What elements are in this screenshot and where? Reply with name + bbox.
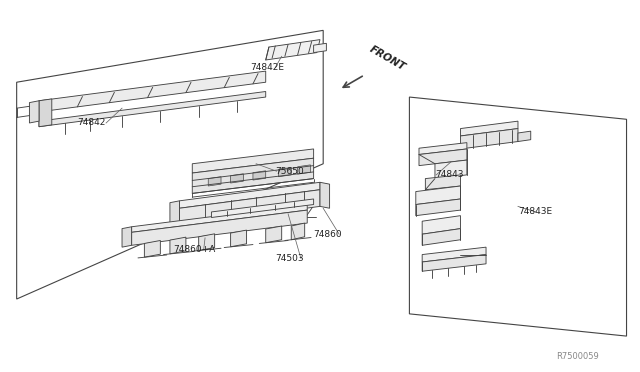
Polygon shape — [230, 174, 243, 183]
Polygon shape — [208, 177, 221, 186]
Polygon shape — [419, 142, 467, 154]
Polygon shape — [320, 182, 330, 208]
Polygon shape — [422, 216, 461, 234]
Polygon shape — [419, 149, 467, 166]
Polygon shape — [145, 240, 161, 257]
Text: R7500059: R7500059 — [556, 352, 599, 361]
Polygon shape — [416, 199, 461, 216]
Polygon shape — [122, 227, 132, 247]
Text: 74860+A: 74860+A — [173, 244, 216, 253]
Polygon shape — [192, 158, 314, 193]
Polygon shape — [422, 229, 461, 245]
Polygon shape — [132, 210, 307, 245]
Polygon shape — [461, 121, 518, 136]
Text: 74842E: 74842E — [250, 63, 284, 72]
Polygon shape — [211, 199, 314, 218]
Text: 74843E: 74843E — [518, 208, 552, 217]
Polygon shape — [39, 92, 266, 127]
Polygon shape — [266, 226, 282, 243]
Polygon shape — [435, 160, 467, 179]
Polygon shape — [39, 99, 52, 127]
Polygon shape — [416, 186, 461, 205]
Polygon shape — [170, 237, 186, 254]
Polygon shape — [422, 254, 486, 271]
Polygon shape — [39, 71, 266, 112]
Polygon shape — [253, 171, 266, 180]
Polygon shape — [179, 182, 320, 208]
Polygon shape — [291, 223, 305, 240]
Polygon shape — [170, 201, 179, 227]
Polygon shape — [278, 167, 291, 177]
Polygon shape — [132, 205, 307, 232]
Polygon shape — [29, 101, 39, 123]
Polygon shape — [461, 129, 518, 149]
Text: 74843: 74843 — [435, 170, 463, 179]
Polygon shape — [314, 43, 326, 52]
Polygon shape — [422, 247, 486, 262]
Polygon shape — [192, 149, 314, 173]
Text: 74860: 74860 — [314, 230, 342, 239]
Text: 74503: 74503 — [275, 254, 304, 263]
Polygon shape — [298, 165, 310, 174]
Polygon shape — [198, 234, 214, 250]
Polygon shape — [518, 131, 531, 141]
Text: 74842: 74842 — [77, 119, 106, 128]
Polygon shape — [426, 175, 461, 190]
Polygon shape — [179, 190, 320, 225]
Polygon shape — [230, 230, 246, 247]
Text: 75650: 75650 — [275, 167, 304, 176]
Text: FRONT: FRONT — [368, 44, 407, 73]
Polygon shape — [266, 39, 320, 60]
